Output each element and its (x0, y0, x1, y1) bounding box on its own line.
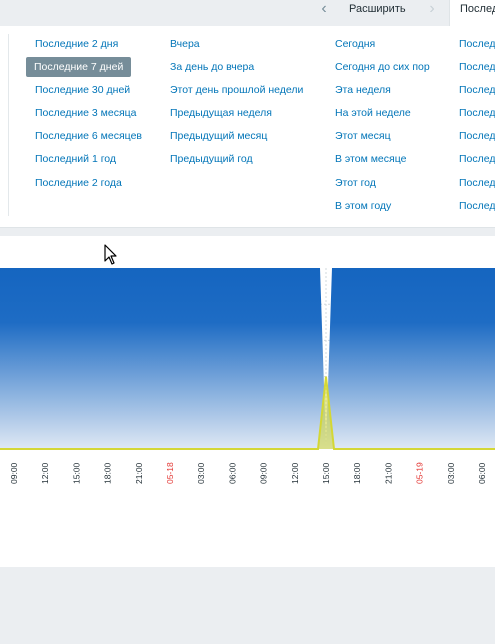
chevron-right-icon: › (429, 0, 435, 17)
range-link[interactable]: Последние 6 месяцев (35, 130, 142, 142)
series-area (0, 268, 495, 449)
x-tick-label: 15:00 (321, 462, 331, 484)
graph-panel[interactable]: 09:00 12:00 15:00 18:00 21:00 05-18 03:00 06:00… (0, 236, 495, 567)
range-link[interactable]: Послед (459, 84, 495, 96)
range-link[interactable]: В этом году (335, 200, 392, 212)
range-link[interactable]: Послед (459, 177, 495, 189)
x-tick-label: 09:00 (259, 462, 269, 484)
page-footer-area (0, 567, 495, 644)
x-tick-label: 12:00 (290, 462, 300, 484)
series-spike-line (0, 376, 495, 450)
range-link[interactable]: Послед (459, 107, 495, 119)
x-tick-label: 18:00 (352, 462, 362, 484)
range-link[interactable]: Этот год (335, 177, 376, 189)
range-link[interactable]: Сегодня до сих пор (335, 61, 430, 73)
x-tick-label: 21:00 (383, 462, 393, 484)
range-link[interactable]: Предыдущая неделя (170, 107, 272, 119)
x-tick-label: 15:00 (71, 462, 81, 484)
x-tick-label: 05-18 (165, 462, 175, 484)
range-link[interactable]: Последний 1 год (35, 153, 117, 165)
range-link[interactable]: Послед (459, 61, 495, 73)
area-chart[interactable]: 09:00 12:00 15:00 18:00 21:00 05-18 03:00 06:00… (0, 236, 495, 567)
panel-divider (8, 34, 9, 216)
x-tick-label: 06:00 (477, 462, 487, 484)
range-link[interactable]: Последние 3 месяца (35, 107, 137, 119)
zoom-out-button[interactable]: Расширить (349, 3, 406, 15)
range-link[interactable]: Последние 2 года (35, 177, 122, 189)
range-link-selected[interactable]: Последние 7 дней (26, 57, 132, 77)
range-link[interactable]: Послед (459, 153, 495, 165)
x-tick-label: 05-19 (415, 462, 425, 484)
range-link[interactable]: Последние 30 дней (35, 84, 131, 96)
range-link[interactable]: В этом месяце (335, 153, 407, 165)
range-link[interactable]: Послед (459, 200, 495, 212)
range-link[interactable]: За день до вчера (170, 61, 255, 73)
range-link[interactable]: Этот месяц (335, 130, 391, 142)
x-tick-label: 03:00 (196, 462, 206, 484)
mouse-cursor-icon (104, 244, 117, 265)
tab-time-period[interactable]: Последние 7 дней (449, 0, 495, 26)
range-link[interactable]: Последние 2 дня (35, 38, 119, 50)
range-link[interactable]: Вчера (170, 38, 200, 50)
x-tick-label: 09:00 (9, 462, 19, 484)
range-link[interactable]: Эта неделя (335, 84, 391, 96)
range-link[interactable]: Предыдущий год (170, 153, 253, 165)
range-link[interactable]: Этот день прошлой недели (170, 84, 304, 96)
range-link[interactable]: Предыдущий месяц (170, 130, 268, 142)
chevron-left-icon[interactable]: ‹ (321, 0, 327, 17)
range-link[interactable]: Послед (459, 38, 495, 50)
quick-range-panel: Последние 2 дня Последние 7 дней Последн… (0, 26, 495, 228)
x-tick-label: 21:00 (134, 462, 144, 484)
time-navigation-bar: ‹ Расширить › Последние 7 дней (0, 0, 495, 26)
range-link[interactable]: На этой неделе (335, 107, 411, 119)
range-link[interactable]: Сегодня (335, 38, 376, 50)
range-link[interactable]: Послед (459, 130, 495, 142)
x-tick-label: 18:00 (103, 462, 113, 484)
x-tick-label: 12:00 (40, 462, 50, 484)
x-tick-label: 06:00 (227, 462, 237, 484)
x-tick-label: 03:00 (446, 462, 456, 484)
